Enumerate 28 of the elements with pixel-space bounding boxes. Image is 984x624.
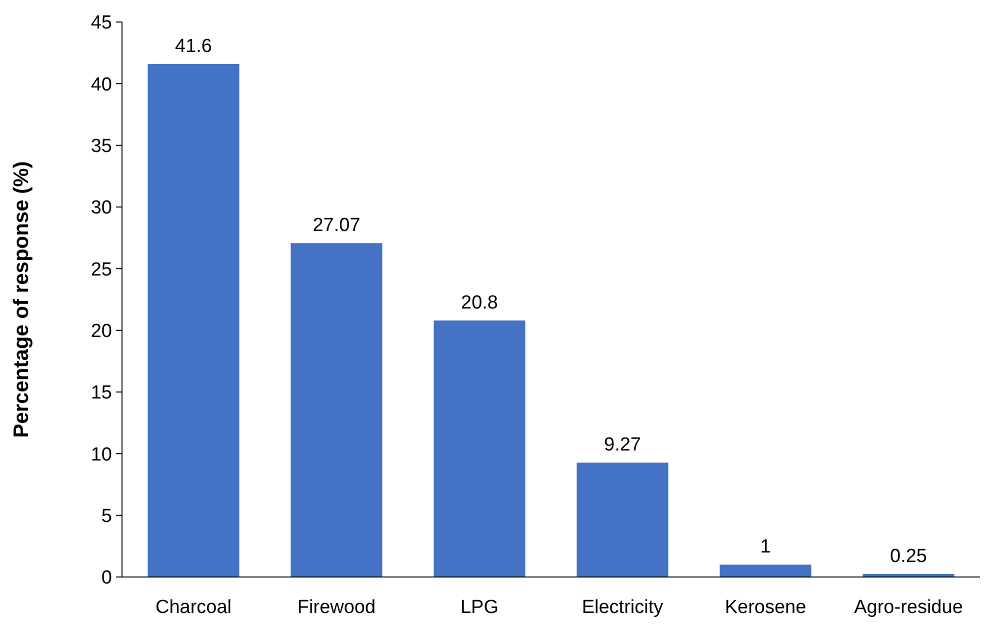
y-tick-label: 35	[90, 136, 112, 157]
y-tick-label: 5	[101, 506, 112, 527]
data-label: 9.27	[604, 434, 641, 456]
y-tick-label: 40	[90, 74, 112, 96]
y-tick-label: 0	[101, 568, 112, 589]
bar	[148, 64, 240, 577]
bar	[434, 320, 526, 577]
bar	[720, 564, 812, 577]
data-label: 1	[760, 536, 771, 558]
bar	[290, 243, 382, 577]
y-tick-label: 10	[90, 444, 112, 466]
bar	[576, 462, 668, 577]
y-axis-title: Percentage of response (%)	[10, 161, 33, 438]
x-tick-label: Kerosene	[724, 597, 806, 618]
data-label: 41.6	[175, 36, 212, 57]
y-tick-label: 30	[90, 198, 112, 219]
x-tick-label: Charcoal	[155, 597, 232, 618]
x-tick-label: LPG	[460, 597, 499, 618]
y-tick-label: 20	[90, 320, 112, 342]
y-tick-label: 15	[90, 382, 112, 404]
data-label: 0.25	[890, 546, 927, 567]
y-tick-label: 25	[90, 259, 112, 280]
data-label: 20.8	[461, 292, 498, 314]
x-tick-label: Electricity	[582, 597, 664, 618]
data-label: 27.07	[312, 215, 360, 236]
x-tick-label: Firewood	[297, 597, 376, 618]
y-tick-label: 45	[90, 12, 112, 34]
x-tick-label: Agro-residue	[854, 597, 963, 618]
